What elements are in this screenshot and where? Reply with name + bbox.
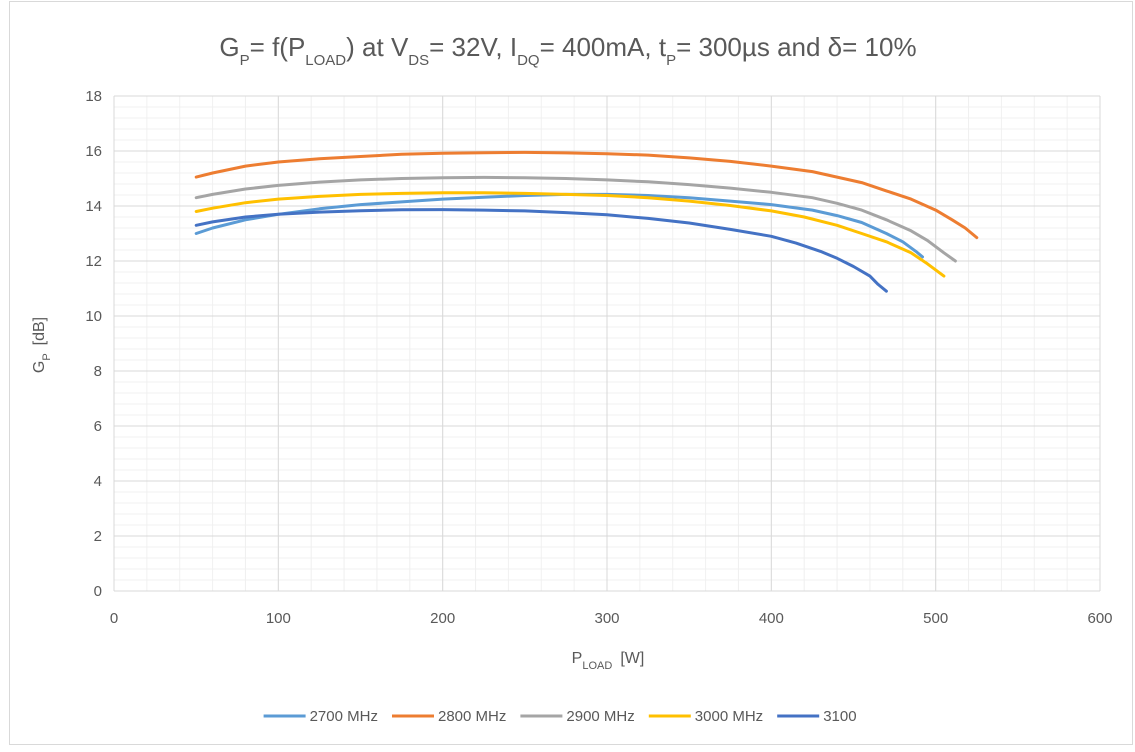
y-tick-label: 4 bbox=[94, 473, 102, 490]
y-tick-label: 14 bbox=[85, 198, 102, 215]
y-tick-label: 8 bbox=[94, 363, 102, 380]
chart-title-part: LOAD bbox=[305, 52, 346, 69]
x-tick-label: 500 bbox=[923, 610, 948, 627]
chart-title-part: = f(P bbox=[250, 32, 306, 62]
legend-item: 2900 MHz bbox=[520, 708, 635, 725]
axis-label-unit: [dB] bbox=[31, 317, 48, 345]
chart-title-part: P bbox=[240, 52, 250, 69]
axis-label-main: P bbox=[572, 650, 583, 667]
y-tick-label: 18 bbox=[85, 88, 102, 105]
y-axis-label: GP [dB] bbox=[31, 317, 53, 373]
legend-item: 3000 MHz bbox=[648, 708, 763, 725]
legend-label: 3000 MHz bbox=[695, 708, 763, 725]
y-tick-label: 16 bbox=[85, 143, 102, 160]
major-gridlines bbox=[113, 95, 1101, 592]
axis-label-sub: LOAD bbox=[582, 660, 612, 672]
legend-label: 3100 bbox=[823, 708, 856, 725]
legend-item: 2800 MHz bbox=[392, 708, 506, 725]
x-tick-label: 600 bbox=[1087, 610, 1112, 627]
y-axis-ticks: 0 2 4 6 8 10 12 14 16 18 bbox=[85, 88, 102, 600]
chart-title-part: DS bbox=[408, 52, 429, 69]
axis-label-unit: [W] bbox=[620, 650, 644, 667]
chart-title-part: G bbox=[219, 32, 239, 62]
chart-title-part: ) at V bbox=[346, 32, 409, 62]
chart-title: GP= f(PLOAD) at VDS= 32V, IDQ= 400mA, tP… bbox=[219, 32, 916, 69]
x-tick-label: 400 bbox=[759, 610, 784, 627]
x-axis-label: PLOAD [W] bbox=[572, 650, 645, 672]
series-line bbox=[194, 208, 888, 293]
y-tick-label: 2 bbox=[94, 528, 102, 545]
legend-label: 2700 MHz bbox=[310, 708, 378, 725]
legend: 2700 MHz 2800 MHz 2900 MHz 3000 MHz 3100 bbox=[263, 708, 857, 725]
series-line bbox=[194, 175, 957, 263]
axis-label-sub: P bbox=[41, 353, 53, 360]
x-tick-label: 200 bbox=[430, 610, 455, 627]
x-tick-label: 300 bbox=[594, 610, 619, 627]
y-tick-label: 0 bbox=[94, 583, 102, 600]
chart-title-part: = 400mA, t bbox=[540, 32, 667, 62]
chart-title-part: = 32V, I bbox=[429, 32, 517, 62]
legend-item: 3100 bbox=[777, 708, 857, 725]
x-tick-label: 0 bbox=[110, 610, 118, 627]
y-tick-label: 12 bbox=[85, 253, 102, 270]
x-tick-label: 100 bbox=[266, 610, 291, 627]
legend-item: 2700 MHz bbox=[263, 708, 378, 725]
chart-title-part: P bbox=[666, 52, 676, 69]
y-tick-label: 10 bbox=[85, 308, 102, 325]
series-lines bbox=[194, 150, 979, 293]
x-axis-ticks: 0 100 200 300 400 500 600 bbox=[110, 610, 1113, 627]
series-line bbox=[194, 150, 979, 240]
y-tick-label: 6 bbox=[94, 418, 102, 435]
chart-border bbox=[9, 1, 1133, 745]
chart-title-part: = 300µs and δ= 10% bbox=[676, 32, 917, 62]
legend-label: 2800 MHz bbox=[438, 708, 506, 725]
legend-label: 2900 MHz bbox=[566, 708, 634, 725]
axis-label-main: G bbox=[31, 361, 48, 373]
series-line bbox=[194, 191, 946, 278]
chart-title-part: DQ bbox=[517, 52, 540, 69]
